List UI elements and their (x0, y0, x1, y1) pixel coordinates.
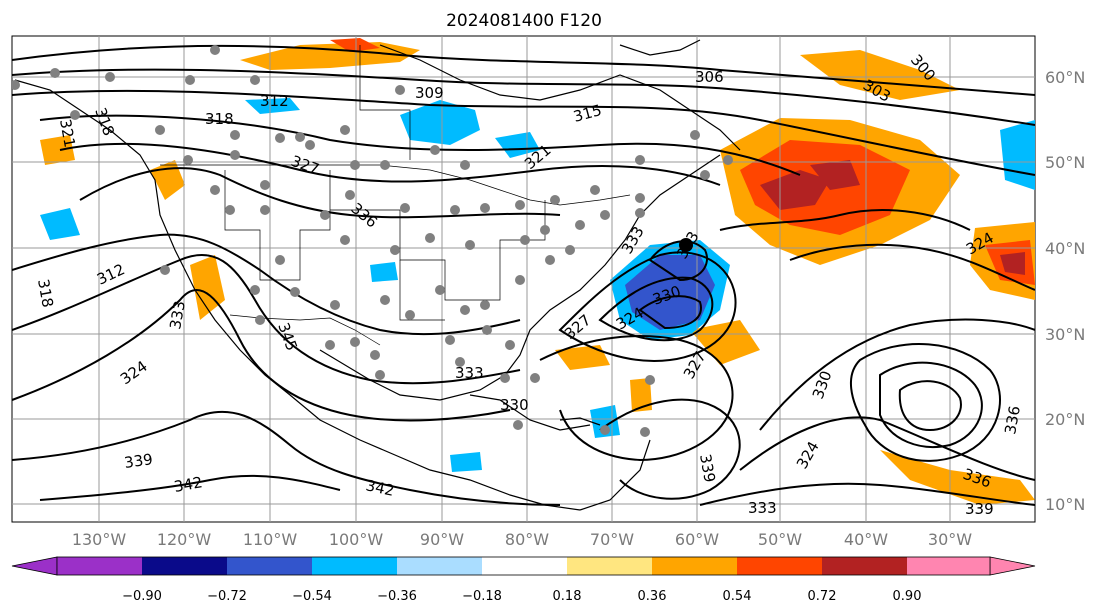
longitude-labels: 130°W 120°W 110°W 100°W 90°W 80°W 70°W 6… (72, 530, 972, 549)
colorbar-segment (312, 557, 397, 575)
low-pressure-center-marker (679, 238, 693, 252)
map-title: 2024081400 F120 (446, 11, 602, 31)
contour-label: 330 (500, 396, 529, 414)
colorbar-segment (737, 557, 822, 575)
colorbar-over-arrow (989, 556, 1036, 576)
colorbar-tick: −0.18 (462, 589, 502, 604)
contour-label: 339 (696, 453, 719, 484)
lat-label: 40°N (1045, 239, 1085, 258)
contour-label: 306 (695, 68, 724, 86)
observation-dots (12, 45, 733, 437)
lon-label: 130°W (72, 530, 127, 549)
colorbar-segment (652, 557, 737, 575)
political-borders (160, 45, 631, 346)
colorbar-tick: −0.90 (122, 589, 162, 604)
colorbar-tick: 0.54 (723, 589, 752, 604)
lat-label: 10°N (1045, 495, 1085, 514)
colorbar-segment (397, 557, 482, 575)
colorbar-segment (822, 557, 907, 575)
contour-label: 318 (34, 278, 57, 309)
lon-label: 90°W (420, 530, 464, 549)
lon-label: 70°W (590, 530, 634, 549)
contour-label: 339 (123, 450, 154, 472)
colorbar-tick: −0.54 (292, 589, 332, 604)
contour-label: 312 (260, 92, 289, 110)
contour-label: 309 (415, 84, 444, 102)
lon-label: 60°W (675, 530, 719, 549)
contour-label: 333 (455, 364, 484, 382)
contour-label: 342 (364, 476, 396, 500)
colorbar-tick: −0.72 (207, 589, 247, 604)
colorbar-ticks: −0.90 −0.72 −0.54 −0.36 −0.18 0.18 0.36 … (122, 589, 921, 604)
lon-label: 100°W (329, 530, 384, 549)
lon-label: 50°W (758, 530, 802, 549)
colorbar-tick: 0.18 (553, 589, 582, 604)
colorbar-segment (142, 557, 227, 575)
lat-label: 50°N (1045, 153, 1085, 172)
colorbar-under-arrow (11, 556, 58, 576)
colorbar (11, 556, 1036, 576)
colorbar-segment (482, 557, 567, 575)
lon-label: 80°W (505, 530, 549, 549)
contour-label: 333 (748, 499, 777, 517)
lon-label: 120°W (157, 530, 212, 549)
height-contours (12, 44, 1035, 506)
graticule (12, 36, 1035, 522)
lon-label: 110°W (243, 530, 298, 549)
colorbar-segment (907, 557, 990, 575)
latitude-labels: 60°N 50°N 40°N 30°N 20°N 10°N (1045, 68, 1085, 514)
lat-label: 20°N (1045, 410, 1085, 429)
colorbar-segment (567, 557, 652, 575)
contour-label: 336 (1001, 404, 1024, 435)
colorbar-tick: 0.72 (808, 589, 837, 604)
colorbar-tick: −0.36 (377, 589, 417, 604)
contour-label: 342 (173, 473, 204, 496)
contour-label: 339 (965, 500, 994, 518)
contour-label: 318 (205, 110, 234, 128)
colorbar-tick: 0.36 (638, 589, 667, 604)
lat-label: 60°N (1045, 68, 1085, 87)
map-content: 309 306 303 300 312 318 315 321 318 327 … (12, 36, 1035, 522)
colorbar-tick: 0.90 (893, 589, 922, 604)
colorbar-segment (227, 557, 312, 575)
lon-label: 30°W (928, 530, 972, 549)
contour-label: 333 (166, 299, 189, 330)
contour-label: 321 (56, 118, 79, 149)
colorbar-segment (57, 557, 142, 575)
lat-label: 30°N (1045, 325, 1085, 344)
lon-label: 40°W (844, 530, 888, 549)
